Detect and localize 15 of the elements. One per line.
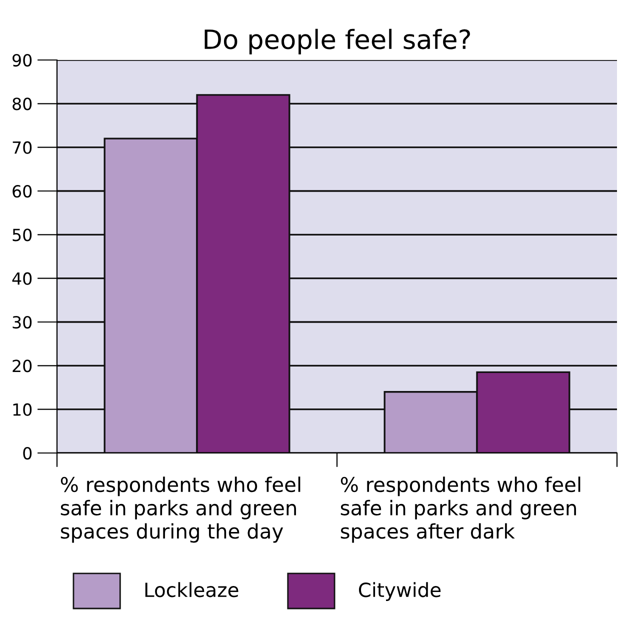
y-tick-label: 70: [12, 141, 32, 154]
x-tick-label: % respondents who feel safe in parks and green spaces during the day: [60, 476, 300, 543]
y-tick-label: 0: [23, 446, 32, 460]
y-tick-label: 10: [13, 403, 32, 416]
y-tick-label: 90: [12, 54, 32, 67]
y-tick-label: 20: [12, 360, 32, 372]
chart-title: Do people feel safe?: [204, 28, 470, 54]
y-tick-label: 30: [12, 316, 32, 329]
y-tick-label: 60: [12, 184, 32, 198]
y-tick-label: 80: [12, 98, 32, 110]
x-tick-label: % respondents who feel safe in parks and green spaces after dark: [340, 476, 580, 543]
y-tick-label: 50: [12, 228, 32, 242]
legend-label: Lockleaze: [145, 582, 238, 598]
legend-label: Citywide: [358, 582, 441, 601]
y-tick-label: 40: [12, 272, 32, 285]
